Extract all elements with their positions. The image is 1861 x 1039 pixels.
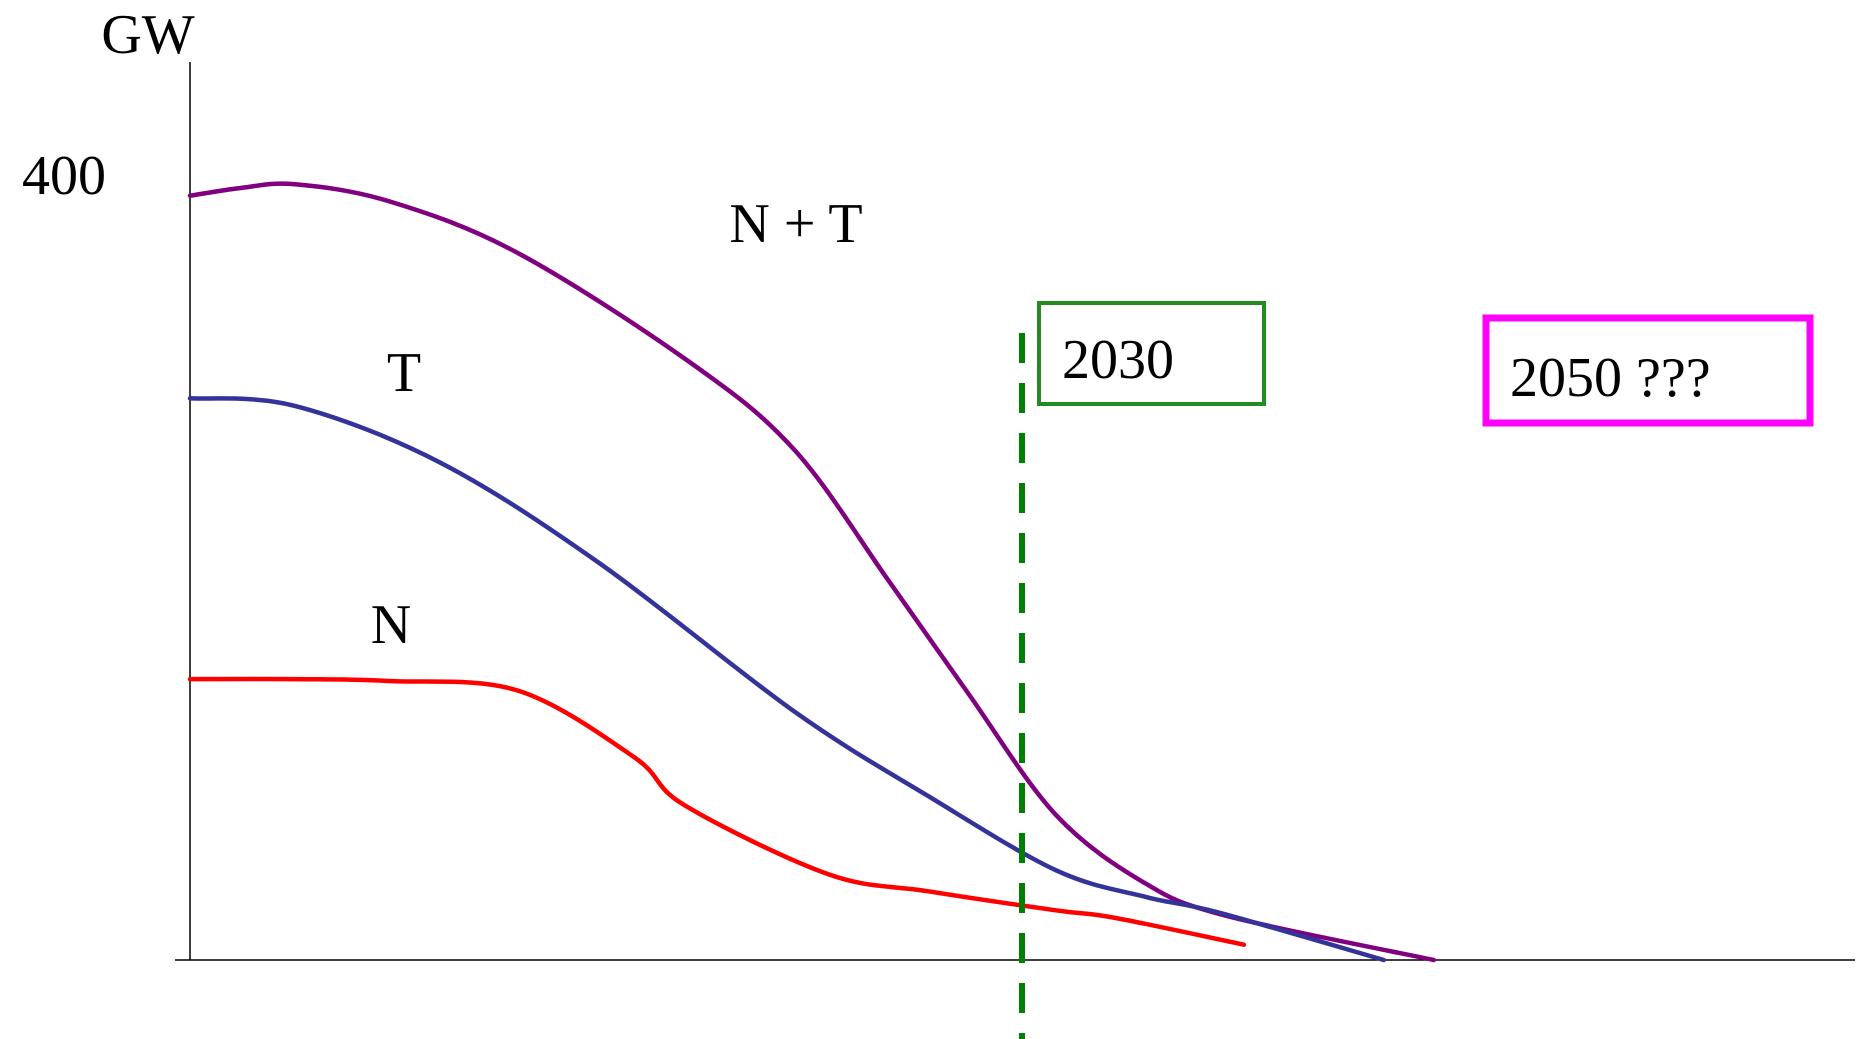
y-axis-label: GW [101,4,194,66]
axes [175,62,1855,961]
annotation-box-2050 [1482,314,1814,427]
series-label-n: N [371,594,411,656]
annotation-text-2030: 2030 [1062,329,1174,391]
series-label-n-plus-t: N + T [729,193,862,255]
annotation-text-2050: 2050 ??? [1510,347,1711,409]
series-line-n-plus-t [187,181,1437,963]
series-label-t: T [387,342,421,404]
series-layer [187,181,1437,963]
y-tick-label-400: 400 [22,145,106,207]
series-line-t [187,396,1387,963]
annotation-box-2030 [1037,301,1266,406]
series-line-n [187,676,1247,947]
